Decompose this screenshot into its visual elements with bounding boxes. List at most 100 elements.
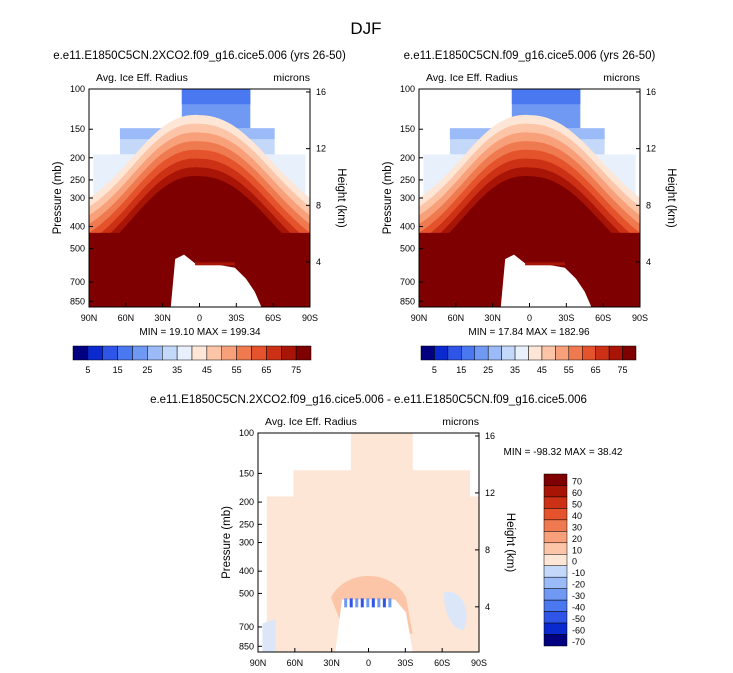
colorbar-label: 30 <box>572 522 582 532</box>
min-max-stats: MIN = 19.10 MAX = 199.34 <box>139 327 261 338</box>
y-axis-label: Pressure (mb) <box>382 161 394 234</box>
colorbar-label: 20 <box>572 534 582 544</box>
colorbar-label: 55 <box>564 365 574 375</box>
y-tick-label: 700 <box>239 622 254 632</box>
y-tick-label: 500 <box>400 244 415 254</box>
colorbar-label: 25 <box>142 365 152 375</box>
colorbar-swatch <box>514 345 529 361</box>
colorbar-label: -40 <box>572 603 585 613</box>
colorbar-swatch <box>543 599 568 612</box>
y-tick-label: 200 <box>70 153 85 163</box>
y-tick-label: 250 <box>400 175 415 185</box>
colorbar-swatch <box>501 345 516 361</box>
y-tick-label: 400 <box>400 222 415 232</box>
missing-data-region <box>500 254 592 307</box>
y-right-tick-label: 4 <box>316 257 321 267</box>
colorbar-swatch <box>543 473 568 486</box>
y-tick-label: 700 <box>70 277 85 287</box>
y-tick-label: 100 <box>400 84 415 94</box>
y-tick-label: 850 <box>400 296 415 306</box>
y-axis-label: Pressure (mb) <box>221 506 233 579</box>
plot-area <box>262 433 479 652</box>
x-tick-label: 30S <box>397 658 413 668</box>
colorbar-swatch <box>487 345 502 361</box>
colorbar-swatch <box>266 345 282 361</box>
contour-top-core <box>181 89 251 105</box>
colorbar-label: -10 <box>572 568 585 578</box>
diff-negative-edge <box>262 619 276 652</box>
y-tick-label: 150 <box>239 468 254 478</box>
colorbar-swatch <box>582 345 596 361</box>
colorbar-swatch <box>543 622 568 635</box>
left-label: Avg. Ice Eff. Radius <box>96 72 188 84</box>
x-tick-label: 90N <box>411 313 428 323</box>
y-right-tick-label: 8 <box>646 200 651 210</box>
colorbar-label: 35 <box>172 365 182 375</box>
y-tick-label: 400 <box>239 566 254 576</box>
y-tick-label: 850 <box>239 641 254 651</box>
colorbar-swatch <box>236 345 252 361</box>
diff-negative-spot <box>377 598 381 608</box>
x-tick-label: 30N <box>484 313 501 323</box>
page-title: DJF <box>350 19 381 38</box>
colorbar-label: 50 <box>572 499 582 509</box>
colorbar-swatch <box>447 345 462 361</box>
y-tick-label: 150 <box>70 124 85 134</box>
colorbar-label: 45 <box>537 365 547 375</box>
y-tick-label: 300 <box>70 193 85 203</box>
colorbar-swatch <box>543 634 568 647</box>
right-label: microns <box>442 416 479 428</box>
colorbar-label: 65 <box>591 365 601 375</box>
y-tick-label: 400 <box>70 222 85 232</box>
colorbar-swatch <box>608 345 623 361</box>
y-tick-label: 200 <box>239 497 254 507</box>
x-tick-label: 0 <box>527 313 532 323</box>
x-tick-label: 60N <box>287 658 304 668</box>
colorbar-swatch <box>420 345 435 361</box>
plot-area <box>89 89 310 307</box>
colorbar-label: 10 <box>572 545 582 555</box>
x-tick-label: 30N <box>154 313 171 323</box>
colorbar-swatch <box>434 345 449 361</box>
colorbar-swatch <box>281 345 297 361</box>
y-right-tick-label: 16 <box>316 87 326 97</box>
colorbar-swatch <box>528 345 543 361</box>
colorbar-label: -30 <box>572 591 585 601</box>
y-right-tick-label: 4 <box>646 257 651 267</box>
x-tick-label: 90S <box>302 313 318 323</box>
left-label: Avg. Ice Eff. Radius <box>426 72 518 84</box>
colorbar-swatch <box>595 345 610 361</box>
x-tick-label: 60S <box>434 658 450 668</box>
x-tick-label: 30S <box>228 313 244 323</box>
contour-edge-strip <box>195 262 235 266</box>
colorbar-label: 40 <box>572 511 582 521</box>
colorbar-swatch <box>543 576 568 589</box>
colorbar-label: -50 <box>572 614 585 624</box>
y-tick-label: 700 <box>400 277 415 287</box>
colorbar-swatch <box>555 345 570 361</box>
y-tick-label: 850 <box>70 296 85 306</box>
colorbar-label: 45 <box>202 365 212 375</box>
y-tick-label: 300 <box>239 538 254 548</box>
colorbar-label: 5 <box>432 365 437 375</box>
y-tick-label: 300 <box>400 193 415 203</box>
colorbar-swatch <box>176 345 193 361</box>
y-tick-label: 250 <box>70 175 85 185</box>
colorbar-label: 15 <box>456 365 466 375</box>
x-tick-label: 0 <box>366 658 371 668</box>
colorbar-swatch <box>543 588 568 601</box>
missing-data-region <box>335 599 413 652</box>
diff-negative-spot <box>382 598 386 608</box>
x-tick-label: 90S <box>632 313 648 323</box>
x-tick-label: 30S <box>558 313 574 323</box>
y-right-tick-label: 16 <box>485 431 495 441</box>
colorbar-swatch <box>87 345 103 361</box>
y-tick-label: 500 <box>239 588 254 598</box>
chart-panel-1: e.e11.E1850C5CN.2XCO2.f09_g16.cice5.006 … <box>52 50 347 375</box>
y-tick-label: 100 <box>70 84 85 94</box>
colorbar-swatch <box>543 554 568 566</box>
plot-area <box>419 89 640 307</box>
colorbar-label: 25 <box>483 365 493 375</box>
colorbar-swatch <box>543 496 568 509</box>
